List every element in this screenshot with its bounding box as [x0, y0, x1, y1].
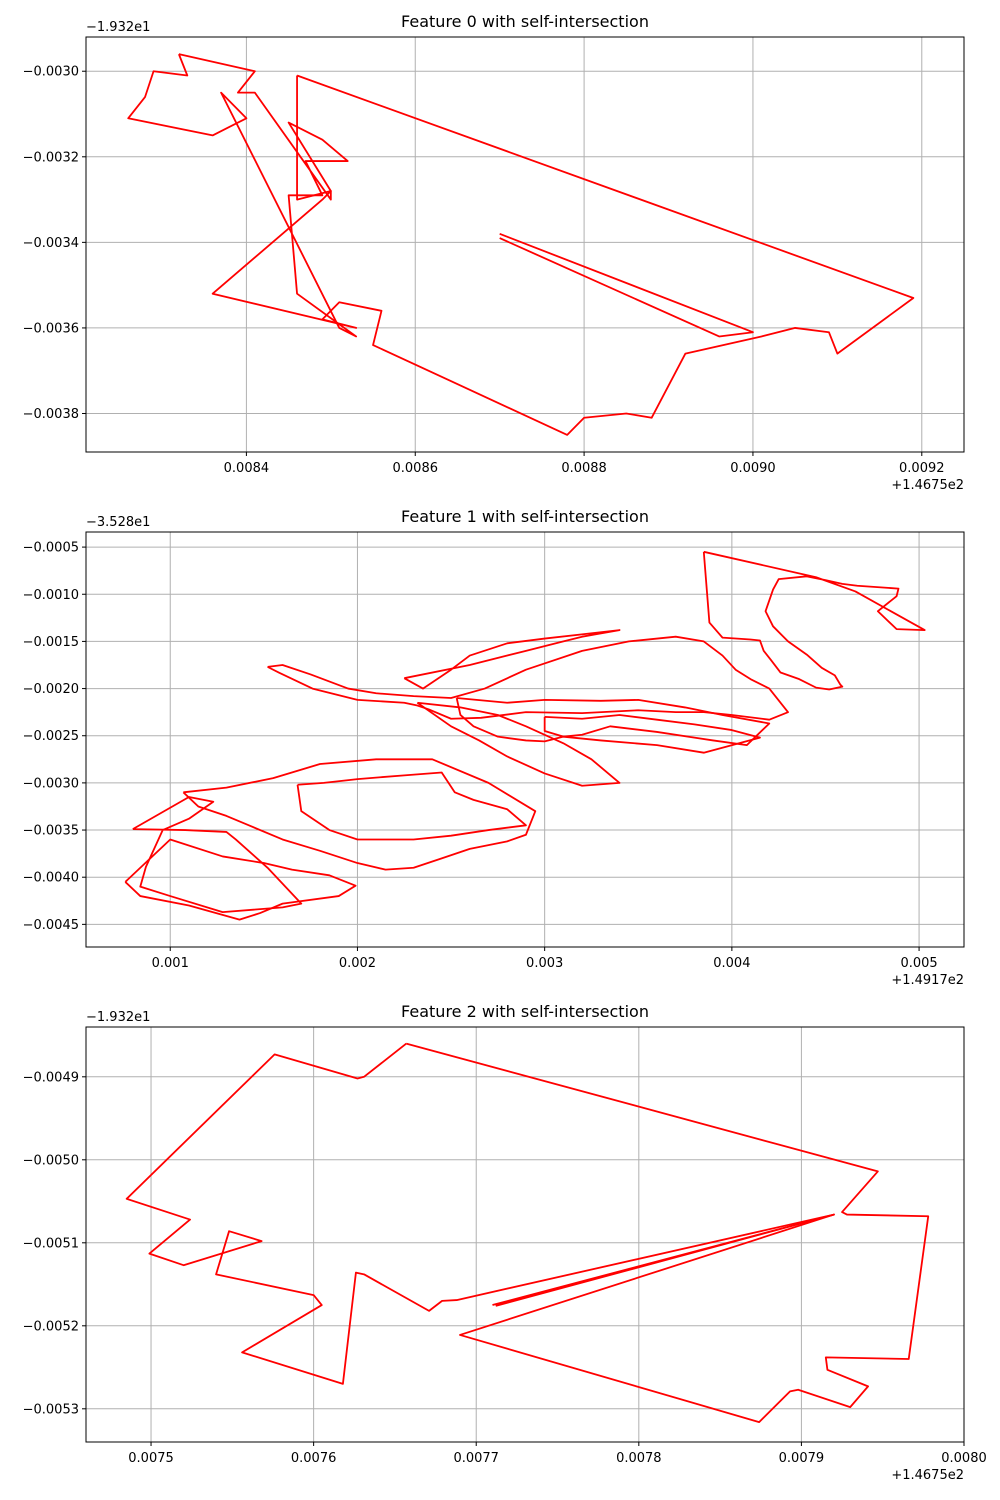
series-line-7 [296, 771, 527, 841]
x-tick-label: 0.0075 [128, 1451, 174, 1466]
y-tick-label: −0.0053 [23, 1402, 79, 1417]
x-offset-label: +1.4675e2 [891, 1468, 964, 1483]
x-tick-label: 0.0078 [616, 1451, 662, 1466]
y-tick-label: −0.0038 [23, 407, 79, 422]
y-tick-label: −0.0035 [23, 824, 79, 839]
chart-panel-1: 0.001 0.002 0.003 0.004 0.005 −0.0005 −0.0010 −… [23, 507, 965, 988]
y-tick-label: −0.0005 [23, 541, 79, 556]
x-offset-label: +1.4917e2 [891, 973, 964, 988]
axes-frame [85, 531, 965, 948]
x-tick-label: 0.004 [713, 956, 750, 971]
x-tick-label: 0.003 [526, 956, 563, 971]
y-tick-label: −0.0032 [23, 150, 79, 165]
axes-frame [85, 1026, 965, 1443]
y-tick-label: −0.0036 [23, 321, 79, 336]
series-line-0 [702, 550, 926, 691]
y-tick-label: −0.0015 [23, 635, 79, 650]
series-line-3 [543, 714, 761, 754]
series-line-1 [267, 635, 789, 721]
series-line-6 [182, 758, 537, 871]
series-line-2 [455, 697, 771, 747]
chart-panel-0: 0.0084 0.0086 0.0088 0.0090 0.0092 −0.0030 −0.… [23, 12, 965, 493]
series-line-5 [124, 838, 357, 921]
chart-title: Feature 1 with self-intersection [401, 507, 649, 526]
x-tick-label: 0.0086 [393, 461, 439, 476]
x-tick-label: 0.005 [900, 956, 937, 971]
series-line-9 [416, 701, 621, 787]
y-offset-label: −1.932e1 [86, 1010, 150, 1025]
series-line-2 [499, 232, 754, 338]
series-line-1 [211, 74, 915, 436]
series-line-1 [492, 1213, 835, 1307]
x-tick-label: 0.001 [152, 956, 189, 971]
chart-title: Feature 0 with self-intersection [401, 12, 649, 31]
y-tick-label: −0.0051 [23, 1236, 79, 1251]
y-tick-label: −0.0050 [23, 1153, 79, 1168]
y-tick-label: −0.0052 [23, 1319, 79, 1334]
x-tick-label: 0.0092 [899, 461, 945, 476]
y-tick-label: −0.0020 [23, 682, 79, 697]
y-tick-label: −0.0034 [23, 236, 79, 251]
x-tick-label: 0.0088 [561, 461, 607, 476]
x-offset-label: +1.4675e2 [891, 478, 964, 493]
x-tick-label: 0.0077 [453, 1451, 499, 1466]
y-tick-label: −0.0045 [23, 918, 79, 933]
y-tick-label: −0.0030 [23, 776, 79, 791]
x-tick-label: 0.0084 [224, 461, 270, 476]
y-offset-label: −1.932e1 [86, 20, 150, 35]
chart-title: Feature 2 with self-intersection [401, 1002, 649, 1021]
y-tick-label: −0.0049 [23, 1070, 79, 1085]
x-tick-label: 0.002 [339, 956, 376, 971]
x-tick-label: 0.0090 [730, 461, 776, 476]
series-line-0 [125, 1042, 930, 1423]
x-tick-label: 0.0076 [291, 1451, 337, 1466]
y-tick-label: −0.0040 [23, 871, 79, 886]
y-tick-label: −0.0010 [23, 588, 79, 603]
series-line-8 [403, 629, 621, 690]
y-tick-label: −0.0030 [23, 65, 79, 80]
y-offset-label: −3.528e1 [86, 515, 150, 530]
axes-frame [85, 36, 965, 453]
series-line-4 [132, 796, 303, 913]
chart-panel-2: 0.0075 0.0076 0.0077 0.0078 0.0079 0.0080 −0.0… [23, 1002, 987, 1483]
x-tick-label: 0.0079 [779, 1451, 825, 1466]
series-line-0 [127, 53, 358, 338]
y-tick-label: −0.0025 [23, 729, 79, 744]
x-tick-label: 0.0080 [941, 1451, 987, 1466]
